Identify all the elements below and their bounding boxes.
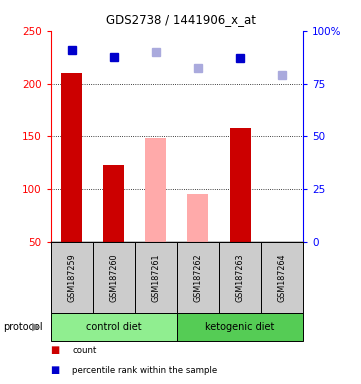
Bar [187,194,208,242]
Bar [145,139,166,242]
Text: GSM187259: GSM187259 [67,253,76,302]
Text: protocol: protocol [4,322,43,332]
Bar [261,242,303,313]
Bar [135,242,177,313]
Text: GSM187263: GSM187263 [236,253,244,302]
Text: control diet: control diet [86,322,142,332]
Bar [177,242,219,313]
Text: GSM187264: GSM187264 [278,253,287,302]
Bar [51,242,93,313]
Bar [103,165,124,242]
Text: ■: ■ [51,365,60,375]
Text: GSM187260: GSM187260 [109,253,118,302]
Bar [230,128,251,242]
Bar [61,73,82,242]
Text: ketogenic diet: ketogenic diet [205,322,275,332]
Text: count: count [72,346,97,355]
Text: percentile rank within the sample: percentile rank within the sample [72,366,217,375]
Bar [271,242,293,293]
Text: GSM187261: GSM187261 [151,253,160,302]
Text: GDS2738 / 1441906_x_at: GDS2738 / 1441906_x_at [105,13,256,26]
Bar [93,242,135,313]
Text: ▶: ▶ [32,322,40,332]
Text: GSM187262: GSM187262 [193,253,203,302]
Bar [51,313,177,341]
Bar [219,242,261,313]
Bar [177,313,303,341]
Text: ■: ■ [51,345,60,355]
